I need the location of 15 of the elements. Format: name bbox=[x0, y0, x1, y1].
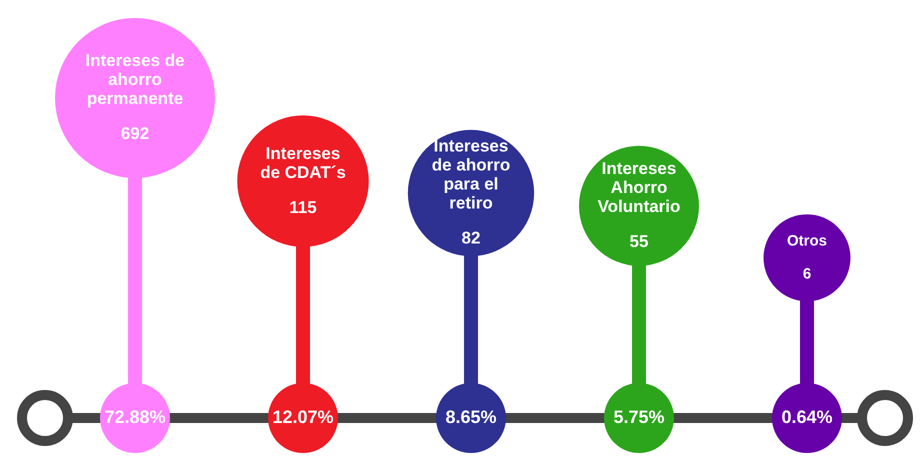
data-label: 55 bbox=[630, 232, 648, 252]
data-label: 115 bbox=[289, 198, 317, 217]
data-label: 72.88% bbox=[104, 406, 166, 427]
category-label: Intereses de ahorro para el retiro bbox=[432, 136, 510, 213]
data-label: 0.64% bbox=[781, 406, 833, 427]
data-label: 6 bbox=[802, 265, 812, 282]
category-label: Intereses de CDAT´s bbox=[260, 144, 346, 182]
category-label: Otros bbox=[786, 232, 828, 250]
data-label: 82 bbox=[462, 228, 480, 248]
category-label: Intereses Ahorro Voluntario bbox=[598, 159, 680, 216]
data-label: 5.75% bbox=[613, 406, 665, 427]
data-label: 692 bbox=[120, 124, 150, 144]
category-label: Intereses de ahorro permanente bbox=[85, 51, 185, 108]
data-label: 8.65% bbox=[445, 406, 497, 427]
data-label: 12.07% bbox=[272, 406, 334, 427]
